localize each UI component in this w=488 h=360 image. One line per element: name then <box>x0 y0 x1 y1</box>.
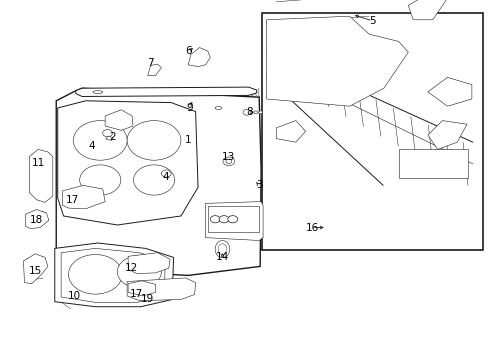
Circle shape <box>258 111 262 114</box>
Text: 2: 2 <box>109 132 116 142</box>
Bar <box>261 13 482 250</box>
Text: 5: 5 <box>368 16 375 26</box>
Polygon shape <box>266 16 407 106</box>
Text: 11: 11 <box>31 158 45 168</box>
Polygon shape <box>76 87 256 96</box>
Polygon shape <box>147 64 161 76</box>
Text: 3: 3 <box>255 180 262 190</box>
Text: 15: 15 <box>28 266 42 276</box>
Circle shape <box>225 159 231 163</box>
Polygon shape <box>188 48 210 67</box>
Text: 1: 1 <box>184 135 191 145</box>
Polygon shape <box>29 149 53 202</box>
Polygon shape <box>128 253 170 274</box>
Circle shape <box>219 216 228 223</box>
Text: 19: 19 <box>141 294 154 304</box>
Polygon shape <box>128 281 155 296</box>
Polygon shape <box>55 243 173 307</box>
Text: 4: 4 <box>162 172 168 183</box>
Circle shape <box>117 256 161 288</box>
Text: 18: 18 <box>30 215 43 225</box>
Circle shape <box>161 170 171 177</box>
Circle shape <box>243 109 250 115</box>
Text: 4: 4 <box>88 141 95 151</box>
Text: 16: 16 <box>305 222 318 233</box>
Polygon shape <box>56 88 261 275</box>
Polygon shape <box>398 149 467 178</box>
Text: 17: 17 <box>65 195 79 205</box>
Circle shape <box>127 121 181 160</box>
Text: 7: 7 <box>147 58 154 68</box>
Polygon shape <box>105 136 112 140</box>
Polygon shape <box>276 121 305 142</box>
Polygon shape <box>105 110 133 130</box>
Text: 9: 9 <box>186 103 193 113</box>
Bar <box>207 206 259 232</box>
Text: 6: 6 <box>184 46 191 56</box>
Circle shape <box>68 255 122 294</box>
Text: 10: 10 <box>68 291 81 301</box>
Polygon shape <box>62 185 105 209</box>
Text: 13: 13 <box>222 152 235 162</box>
Text: 8: 8 <box>245 107 252 117</box>
Text: 12: 12 <box>124 263 138 273</box>
Polygon shape <box>25 210 49 229</box>
Text: 14: 14 <box>215 252 229 262</box>
Circle shape <box>133 165 174 195</box>
Text: 17: 17 <box>129 289 142 300</box>
Polygon shape <box>23 254 48 284</box>
Polygon shape <box>205 202 263 240</box>
Polygon shape <box>427 77 471 106</box>
Polygon shape <box>407 0 447 20</box>
Polygon shape <box>427 121 466 149</box>
Circle shape <box>80 165 121 195</box>
Circle shape <box>253 111 257 114</box>
Circle shape <box>102 130 112 137</box>
Circle shape <box>223 157 234 166</box>
Polygon shape <box>58 101 198 225</box>
Circle shape <box>73 121 127 160</box>
Circle shape <box>210 216 220 223</box>
Polygon shape <box>127 278 195 301</box>
Circle shape <box>227 216 237 223</box>
